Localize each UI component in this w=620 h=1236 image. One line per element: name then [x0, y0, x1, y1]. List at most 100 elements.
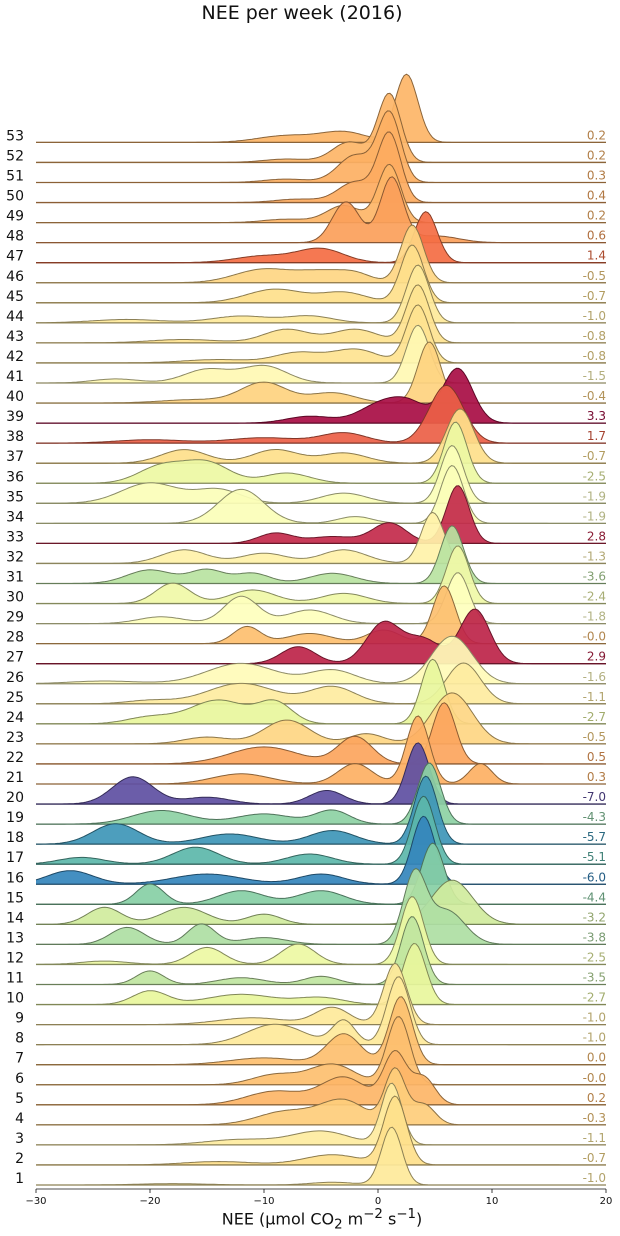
mean-label: -0.0 — [583, 1071, 606, 1085]
week-label: 34 — [6, 509, 24, 525]
week-label: 29 — [6, 610, 24, 626]
mean-label: -0.5 — [583, 730, 606, 744]
week-label: 3 — [15, 1131, 24, 1147]
mean-label: -1.8 — [583, 610, 606, 624]
mean-label: -1.0 — [583, 1031, 606, 1045]
week-label: 4 — [15, 1111, 24, 1127]
week-label: 49 — [6, 209, 24, 225]
chart-title: NEE per week (2016) — [201, 2, 403, 24]
ridge-week-28: 28 -0.0 — [6, 585, 606, 646]
ridge-week-19: 19 -4.3 — [6, 762, 606, 826]
mean-label: -0.5 — [583, 269, 606, 283]
ridge-area — [36, 110, 606, 183]
ridge-outline — [35, 92, 606, 163]
ridge-area — [36, 211, 606, 263]
ridge-week-52: 52 0.2 — [6, 92, 606, 164]
mean-label: -3.6 — [583, 570, 606, 584]
week-label: 5 — [15, 1091, 24, 1107]
mean-label: -1.0 — [583, 1171, 606, 1185]
ridge-area — [36, 74, 606, 143]
week-label: 51 — [6, 169, 24, 185]
mean-label: -1.6 — [583, 670, 606, 684]
week-label: 15 — [6, 890, 24, 906]
ridge-week-25: 25 -1.1 — [6, 662, 606, 706]
mean-label: 0.3 — [587, 770, 606, 784]
ridge-area — [36, 1067, 606, 1125]
ridge-week-6: 6 -0.0 — [15, 1016, 606, 1087]
x-axis: −30 −20 −10 0 10 20 — [25, 1188, 612, 1207]
week-label: 39 — [6, 409, 24, 425]
mean-label: -3.8 — [583, 930, 606, 944]
week-label: 24 — [6, 710, 24, 726]
mean-label: -2.5 — [583, 950, 606, 964]
ridge-week-18: 18 -5.7 — [6, 775, 606, 846]
ridge-week-22: 22 0.5 — [6, 702, 606, 766]
ridge-week-40: 40 -0.4 — [6, 341, 606, 405]
mean-label: -3.2 — [583, 910, 606, 924]
ridge-outline — [36, 662, 606, 705]
week-label: 17 — [6, 850, 24, 866]
ridge-week-17: 17 -5.1 — [6, 795, 606, 866]
week-label: 18 — [6, 830, 24, 846]
mean-label: 0.0 — [587, 1051, 606, 1065]
ridge-week-50: 50 0.4 — [6, 131, 606, 205]
ridge-week-33: 33 2.8 — [6, 485, 606, 545]
x-tick-label: −30 — [25, 1196, 46, 1207]
ridge-outline — [36, 163, 606, 224]
week-label: 32 — [6, 549, 24, 565]
week-label: 23 — [6, 730, 24, 746]
ridge-area — [36, 702, 606, 764]
ridge-week-3: 3 -1.1 — [15, 1082, 606, 1147]
mean-label: 1.7 — [587, 429, 606, 443]
mean-label: 0.2 — [587, 148, 606, 162]
mean-label: 1.4 — [587, 249, 606, 263]
mean-label: -1.9 — [583, 489, 606, 503]
ridge-week-20: 20 -7.0 — [6, 742, 606, 806]
ridge-week-12: 12 -2.5 — [6, 896, 606, 966]
ridge-area — [36, 1050, 606, 1105]
ridge-outline — [36, 715, 606, 785]
mean-label: 0.4 — [587, 189, 606, 203]
week-label: 14 — [6, 910, 24, 926]
ridge-outline — [35, 176, 606, 244]
x-tick-label: −20 — [139, 1196, 160, 1207]
week-label: 40 — [6, 389, 24, 405]
x-tick-label: 10 — [486, 1196, 499, 1207]
week-label: 1 — [15, 1171, 24, 1187]
week-label: 20 — [6, 790, 24, 806]
week-label: 44 — [6, 309, 24, 325]
ridge-week-23: 23 -0.5 — [6, 692, 606, 746]
ridge-week-15: 15 -4.4 — [6, 842, 606, 906]
ridge-week-43: 43 -0.8 — [6, 284, 606, 345]
mean-label: 2.9 — [587, 650, 606, 664]
mean-label: -4.4 — [583, 890, 606, 904]
mean-label: -0.7 — [583, 1151, 606, 1165]
mean-label: 0.6 — [587, 229, 606, 243]
ridge-area — [36, 776, 606, 845]
week-label: 6 — [15, 1071, 24, 1087]
mean-label: -1.1 — [583, 1131, 606, 1145]
week-label: 2 — [15, 1151, 24, 1167]
week-label: 52 — [6, 148, 24, 164]
ridge-week-24: 24 -2.7 — [6, 658, 606, 726]
mean-label: -1.1 — [583, 690, 606, 704]
ridge-outline — [35, 421, 606, 484]
mean-label: 0.2 — [587, 128, 606, 142]
mean-label: -0.4 — [583, 389, 606, 403]
week-label: 50 — [6, 189, 24, 205]
mean-label: -0.8 — [583, 349, 606, 363]
mean-label: -2.4 — [583, 590, 606, 604]
mean-label: -3.5 — [583, 971, 606, 985]
week-label: 27 — [6, 650, 24, 666]
ridge-week-16: 16 -6.0 — [6, 815, 606, 886]
ridge-week-41: 41 -1.5 — [6, 324, 606, 385]
ridge-area — [36, 225, 606, 283]
mean-label: 0.3 — [587, 169, 606, 183]
ridge-area — [36, 663, 606, 704]
mean-label: 0.2 — [587, 1091, 606, 1105]
ridge-area — [36, 422, 606, 484]
ridge-area — [36, 692, 606, 744]
mean-label: -1.3 — [583, 549, 606, 563]
ridge-area — [36, 1083, 606, 1145]
